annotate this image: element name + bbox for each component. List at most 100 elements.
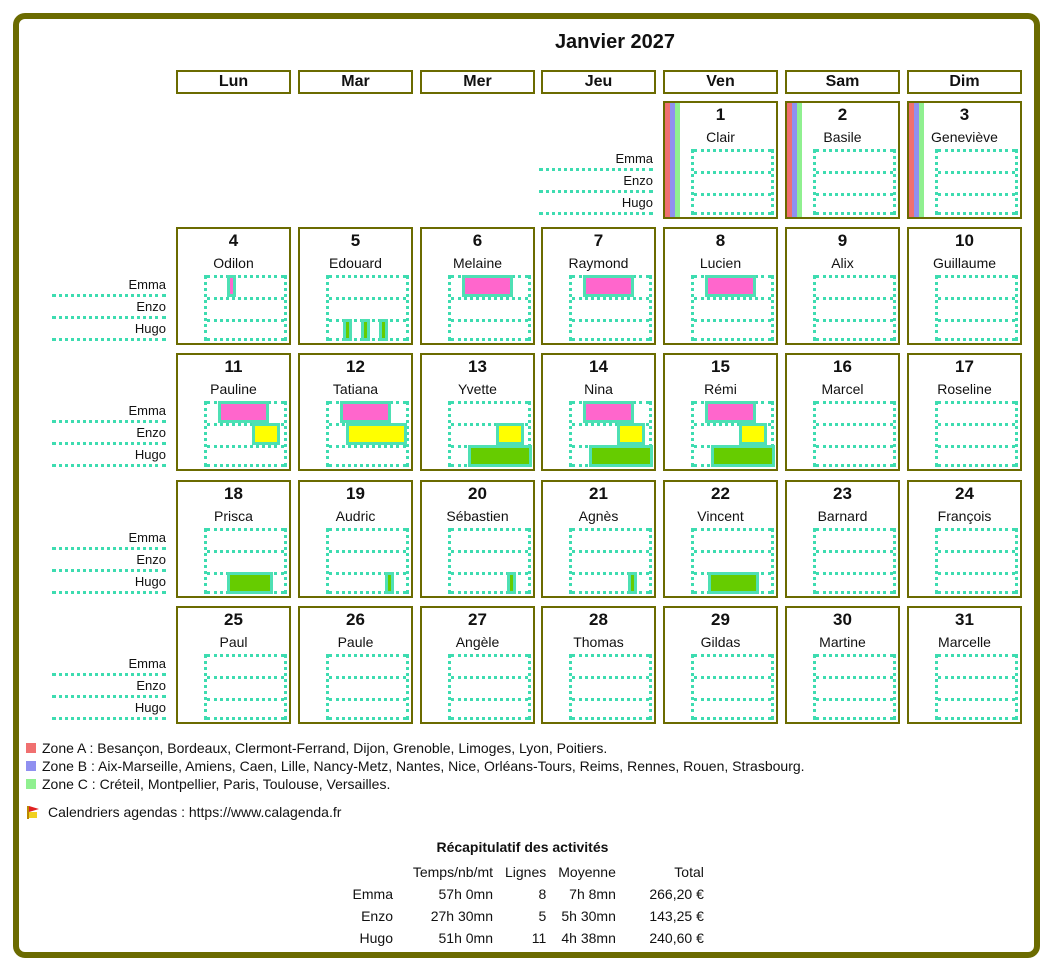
day-cell[interactable]: 30 Martine: [785, 606, 900, 724]
day-cell[interactable]: 10 Guillaume: [907, 227, 1022, 345]
slot-emma[interactable]: [816, 149, 893, 171]
slot-enzo[interactable]: [938, 171, 1015, 193]
day-cell[interactable]: 7 Raymond: [541, 227, 656, 345]
slot-hugo[interactable]: [938, 319, 1015, 341]
slot-hugo[interactable]: [816, 319, 893, 341]
slot-emma[interactable]: [938, 528, 1015, 550]
slot-enzo[interactable]: [572, 297, 649, 319]
day-cell[interactable]: 3 Geneviève: [907, 101, 1022, 219]
day-cell[interactable]: 21 Agnès: [541, 480, 656, 598]
activity-bar-emma[interactable]: [583, 401, 634, 423]
slot-emma[interactable]: [329, 654, 406, 676]
slot-emma[interactable]: [451, 528, 528, 550]
slot-enzo[interactable]: [572, 676, 649, 698]
activity-bar-enzo[interactable]: [346, 423, 407, 445]
day-cell[interactable]: 18 Prisca: [176, 480, 291, 598]
slot-enzo[interactable]: [694, 423, 771, 445]
activity-bar-enzo[interactable]: [617, 423, 645, 445]
slot-emma[interactable]: [207, 528, 284, 550]
slot-emma[interactable]: [451, 401, 528, 423]
slot-enzo[interactable]: [451, 297, 528, 319]
slot-hugo[interactable]: [938, 572, 1015, 594]
slot-emma[interactable]: [816, 401, 893, 423]
activity-bar-emma[interactable]: [583, 275, 634, 297]
slot-hugo[interactable]: [938, 698, 1015, 720]
slot-hugo[interactable]: [938, 193, 1015, 215]
activity-bar-enzo[interactable]: [739, 423, 767, 445]
slot-hugo[interactable]: [816, 698, 893, 720]
day-cell[interactable]: 5 Edouard: [298, 227, 413, 345]
activity-bar-emma[interactable]: [705, 275, 756, 297]
slot-enzo[interactable]: [329, 550, 406, 572]
day-cell[interactable]: 15 Rémi: [663, 353, 778, 471]
slot-hugo[interactable]: [816, 572, 893, 594]
slot-enzo[interactable]: [816, 676, 893, 698]
day-cell[interactable]: 6 Melaine: [420, 227, 535, 345]
activity-bar-enzo[interactable]: [252, 423, 280, 445]
day-cell[interactable]: 8 Lucien: [663, 227, 778, 345]
activity-bar-hugo[interactable]: [361, 319, 370, 341]
slot-emma[interactable]: [938, 149, 1015, 171]
slot-enzo[interactable]: [694, 550, 771, 572]
activity-bar-emma[interactable]: [218, 401, 269, 423]
day-cell[interactable]: 12 Tatiana: [298, 353, 413, 471]
day-cell[interactable]: 24 François: [907, 480, 1022, 598]
slot-hugo[interactable]: [451, 572, 528, 594]
calagenda-link-row[interactable]: Calendriers agendas : https://www.calage…: [26, 804, 341, 820]
slot-enzo[interactable]: [329, 676, 406, 698]
slot-hugo[interactable]: [451, 319, 528, 341]
slot-emma[interactable]: [572, 654, 649, 676]
activity-bar-hugo[interactable]: [468, 445, 532, 467]
day-cell[interactable]: 23 Barnard: [785, 480, 900, 598]
slot-hugo[interactable]: [451, 698, 528, 720]
slot-enzo[interactable]: [938, 423, 1015, 445]
slot-emma[interactable]: [816, 654, 893, 676]
day-cell[interactable]: 9 Alix: [785, 227, 900, 345]
slot-enzo[interactable]: [816, 550, 893, 572]
day-cell[interactable]: 22 Vincent: [663, 480, 778, 598]
slot-emma[interactable]: [938, 654, 1015, 676]
slot-enzo[interactable]: [207, 423, 284, 445]
slot-hugo[interactable]: [207, 445, 284, 467]
day-cell[interactable]: 13 Yvette: [420, 353, 535, 471]
slot-enzo[interactable]: [451, 676, 528, 698]
slot-emma[interactable]: [207, 275, 284, 297]
slot-enzo[interactable]: [329, 297, 406, 319]
slot-enzo[interactable]: [816, 297, 893, 319]
slot-enzo[interactable]: [207, 550, 284, 572]
slot-emma[interactable]: [207, 654, 284, 676]
day-cell[interactable]: 17 Roseline: [907, 353, 1022, 471]
day-cell[interactable]: 27 Angèle: [420, 606, 535, 724]
slot-enzo[interactable]: [816, 423, 893, 445]
slot-enzo[interactable]: [207, 297, 284, 319]
activity-bar-hugo[interactable]: [507, 572, 516, 594]
day-cell[interactable]: 4 Odilon: [176, 227, 291, 345]
slot-hugo[interactable]: [572, 572, 649, 594]
slot-enzo[interactable]: [816, 171, 893, 193]
slot-hugo[interactable]: [694, 193, 771, 215]
day-cell[interactable]: 1 Clair: [663, 101, 778, 219]
activity-bar-emma[interactable]: [340, 401, 391, 423]
slot-enzo[interactable]: [938, 550, 1015, 572]
activity-bar-hugo[interactable]: [343, 319, 352, 341]
slot-hugo[interactable]: [329, 445, 406, 467]
day-cell[interactable]: 29 Gildas: [663, 606, 778, 724]
slot-hugo[interactable]: [694, 698, 771, 720]
day-cell[interactable]: 14 Nina: [541, 353, 656, 471]
day-cell[interactable]: 19 Audric: [298, 480, 413, 598]
slot-enzo[interactable]: [451, 423, 528, 445]
calagenda-link[interactable]: Calendriers agendas : https://www.calage…: [48, 804, 342, 820]
slot-enzo[interactable]: [207, 676, 284, 698]
slot-enzo[interactable]: [938, 297, 1015, 319]
activity-bar-hugo[interactable]: [711, 445, 775, 467]
activity-bar-hugo[interactable]: [227, 572, 273, 594]
slot-enzo[interactable]: [694, 297, 771, 319]
slot-hugo[interactable]: [816, 445, 893, 467]
slot-hugo[interactable]: [329, 572, 406, 594]
day-cell[interactable]: 26 Paule: [298, 606, 413, 724]
slot-emma[interactable]: [694, 149, 771, 171]
day-cell[interactable]: 20 Sébastien: [420, 480, 535, 598]
day-cell[interactable]: 25 Paul: [176, 606, 291, 724]
slot-emma[interactable]: [938, 401, 1015, 423]
activity-bar-hugo[interactable]: [379, 319, 388, 341]
